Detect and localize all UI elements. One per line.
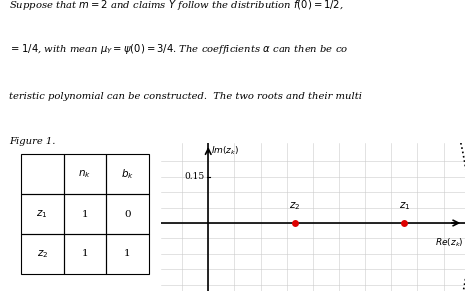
Bar: [106, 234, 149, 274]
Text: $z_2$: $z_2$: [289, 200, 300, 212]
Text: 1: 1: [82, 210, 88, 219]
Bar: [106, 154, 149, 194]
Text: 1: 1: [124, 249, 131, 258]
Bar: [106, 194, 149, 234]
Text: $b_k$: $b_k$: [121, 167, 134, 181]
Text: 1: 1: [82, 249, 88, 258]
Text: $z_2$: $z_2$: [36, 248, 48, 260]
Text: $z_1$: $z_1$: [399, 200, 410, 212]
Text: teristic polynomial can be constructed.  The two roots and their multi: teristic polynomial can be constructed. …: [9, 92, 363, 101]
Text: $n_k$: $n_k$: [78, 168, 91, 180]
Text: $z_1$: $z_1$: [36, 208, 48, 220]
Bar: [21, 234, 64, 274]
Text: $= 1/4$, with mean $\mu_Y = \psi(0) = 3/4$. The coefficients $\alpha$ can then b: $= 1/4$, with mean $\mu_Y = \psi(0) = 3/…: [9, 42, 349, 56]
Text: 0: 0: [124, 210, 131, 219]
Text: $Im(z_k)$: $Im(z_k)$: [211, 144, 240, 157]
Bar: [21, 154, 64, 194]
Text: Figure 1.: Figure 1.: [9, 137, 56, 146]
Text: 0.15: 0.15: [184, 172, 204, 181]
Text: Suppose that $m = 2$ and claims $Y$ follow the distribution $f(0) = 1/2$,: Suppose that $m = 2$ and claims $Y$ foll…: [9, 0, 344, 12]
Bar: [64, 234, 106, 274]
Bar: [64, 154, 106, 194]
Bar: [21, 194, 64, 234]
Bar: [64, 194, 106, 234]
Text: $Re(z_k)$: $Re(z_k)$: [435, 237, 463, 249]
